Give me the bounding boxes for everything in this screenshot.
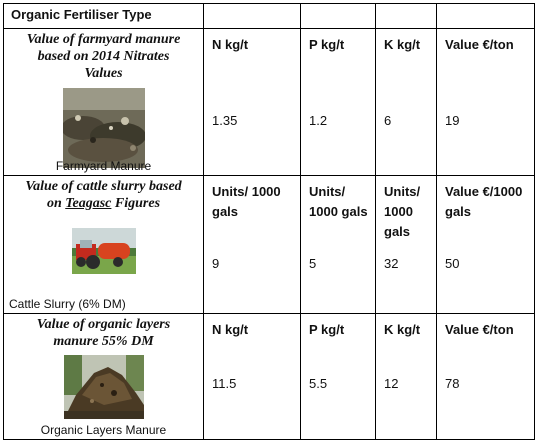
table-row: Value of cattle slurry based on Teagasc … bbox=[3, 175, 535, 314]
fertiliser-table: Organic Fertiliser Type Value of farmyar… bbox=[3, 3, 535, 440]
column-header: P kg/t bbox=[309, 322, 345, 337]
value-cell: 32 bbox=[384, 256, 399, 271]
column-header: Value €/ton bbox=[445, 322, 514, 337]
cattle-slurry-label-cell: Value of cattle slurry based on Teagasc … bbox=[3, 175, 204, 314]
k-cell: Units/ 1000 gals 32 bbox=[375, 175, 437, 314]
farmyard-caption: Farmyard Manure bbox=[55, 159, 152, 173]
table-row: Value of farmyard manure based on 2014 N… bbox=[3, 28, 535, 176]
value-cell: 6 bbox=[384, 113, 392, 128]
cattle-slurry-caption: Cattle Slurry (6% DM) bbox=[9, 297, 126, 311]
value-cell: 11.5 bbox=[212, 376, 237, 391]
column-header: Value €/ton bbox=[445, 37, 514, 52]
header-title: Organic Fertiliser Type bbox=[3, 3, 204, 29]
header-empty-cell bbox=[300, 3, 376, 29]
farmyard-manure-photo bbox=[62, 88, 145, 168]
value-cell: 78 bbox=[445, 376, 460, 391]
column-header: Value €/1000 gals bbox=[445, 184, 523, 219]
value-cell: 19 bbox=[445, 113, 460, 128]
organic-layers-manure-photo bbox=[63, 355, 144, 419]
n-cell: Units/ 1000 gals 9 bbox=[203, 175, 301, 314]
organic-layers-label-cell: Value of organic layers manure 55% DM Or… bbox=[3, 313, 204, 440]
value-cell: 12 bbox=[384, 376, 399, 391]
column-header: Units/ 1000 gals bbox=[212, 184, 281, 219]
k-cell: K kg/t 6 bbox=[375, 28, 437, 176]
column-header: N kg/t bbox=[212, 322, 249, 337]
value-cell: 1.2 bbox=[309, 113, 328, 128]
value-cell-col: Value €/ton 78 bbox=[436, 313, 535, 440]
header-empty-cell bbox=[436, 3, 535, 29]
column-header: N kg/t bbox=[212, 37, 249, 52]
value-cell: 5.5 bbox=[309, 376, 328, 391]
header-row: Organic Fertiliser Type bbox=[3, 3, 535, 29]
farmyard-label-cell: Value of farmyard manure based on 2014 N… bbox=[3, 28, 204, 176]
cattle-slurry-tanker-photo bbox=[71, 228, 136, 274]
p-cell: P kg/t 5.5 bbox=[300, 313, 376, 440]
header-empty-cell bbox=[375, 3, 437, 29]
organic-layers-section-title: Value of organic layers manure 55% DM bbox=[36, 317, 171, 349]
value-cell-col: Value €/1000 gals 50 bbox=[436, 175, 535, 314]
cattle-slurry-section-title: Value of cattle slurry based on Teagasc … bbox=[25, 179, 182, 211]
table-row: Value of organic layers manure 55% DM Or… bbox=[3, 313, 535, 440]
n-cell: N kg/t 1.35 bbox=[203, 28, 301, 176]
value-cell: 50 bbox=[445, 256, 460, 271]
header-empty-cell bbox=[203, 3, 301, 29]
p-cell: Units/ 1000 gals 5 bbox=[300, 175, 376, 314]
column-header: P kg/t bbox=[309, 37, 345, 52]
p-cell: P kg/t 1.2 bbox=[300, 28, 376, 176]
value-cell: 5 bbox=[309, 256, 317, 271]
farmyard-section-title: Value of farmyard manure based on 2014 N… bbox=[26, 32, 181, 81]
column-header: Units/ 1000 gals bbox=[384, 184, 421, 239]
column-header: K kg/t bbox=[384, 37, 421, 52]
column-header: K kg/t bbox=[384, 322, 421, 337]
value-cell: 1.35 bbox=[212, 113, 238, 128]
value-cell: 9 bbox=[212, 256, 220, 271]
n-cell: N kg/t 11.5 bbox=[203, 313, 301, 440]
value-cell-col: Value €/ton 19 bbox=[436, 28, 535, 176]
k-cell: K kg/t 12 bbox=[375, 313, 437, 440]
column-header: Units/ 1000 gals bbox=[309, 184, 368, 219]
organic-layers-caption: Organic Layers Manure bbox=[40, 423, 167, 437]
